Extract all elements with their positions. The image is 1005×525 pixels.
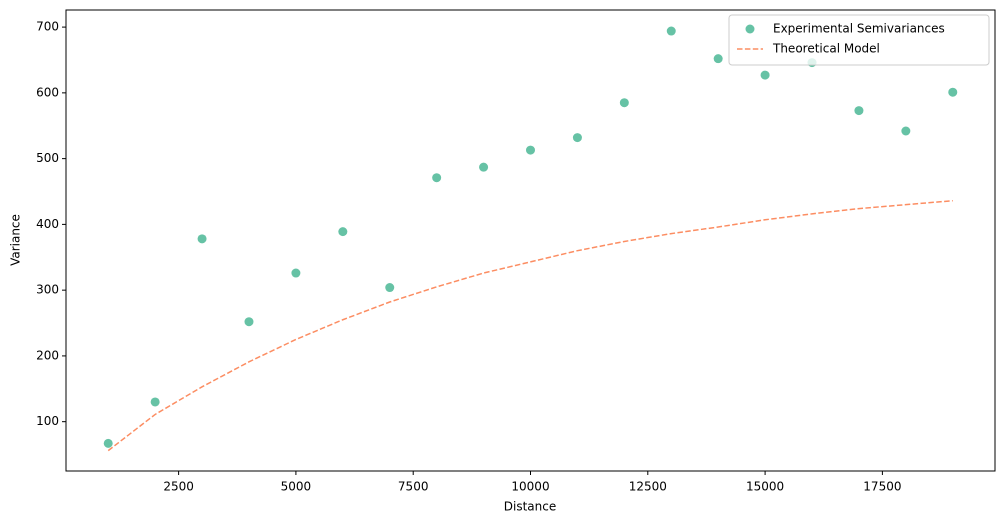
scatter-point [619,98,629,108]
scatter-point [572,133,582,143]
scatter-point [948,87,958,97]
y-tick-label: 200 [36,348,59,362]
scatter-point [103,438,113,448]
y-tick-label: 700 [36,20,59,34]
y-tick-label: 600 [36,85,59,99]
y-axis-label: Variance [9,214,23,266]
x-tick-label: 5000 [281,480,312,494]
legend-label: Experimental Semivariances [773,22,945,36]
x-tick-label: 12500 [629,480,667,494]
scatter-point [901,126,911,136]
scatter-point [432,173,442,183]
line-series [107,199,953,452]
scatter-point [244,317,254,327]
y-tick-label: 400 [36,217,59,231]
x-tick-label: 17500 [863,480,901,494]
scatter-point [666,26,676,36]
legend-box [728,14,990,66]
scatter-point [291,268,301,278]
x-axis-label: Distance [504,500,556,514]
x-tick-label: 7500 [398,480,429,494]
legend-swatch [745,24,755,34]
y-tick-label: 300 [36,283,59,297]
scatter-point [479,162,489,172]
scatter-point [197,234,207,244]
scatter-point [854,106,864,116]
scatter-point [385,283,395,293]
scatter-point [760,70,770,80]
legend-label: Theoretical Model [772,42,880,56]
y-tick-label: 500 [36,151,59,165]
scatter-point [338,227,348,237]
scatter-point [526,145,535,155]
scatter-point [713,54,723,64]
x-tick-label: 15000 [746,480,784,494]
plot-frame [65,9,996,472]
scatter-point [150,397,160,407]
x-tick-label: 10000 [511,480,549,494]
y-tick-label: 100 [36,414,59,428]
x-tick-label: 2500 [163,480,194,494]
